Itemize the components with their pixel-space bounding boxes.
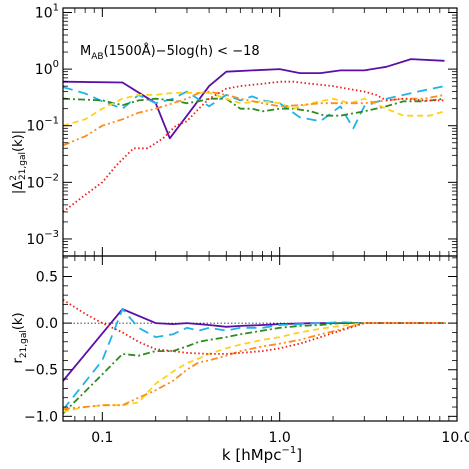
bottom-ylabel: r21,gal(k) xyxy=(11,312,29,363)
y-tick-label: 0.5 xyxy=(36,270,58,286)
x-tick-label: 1.0 xyxy=(269,430,291,446)
top-series-line-2 xyxy=(63,85,445,130)
top-series-line-5 xyxy=(63,90,445,147)
top-series-line-4 xyxy=(63,92,445,127)
x-axis-label: k [hMpc−1] xyxy=(222,445,302,464)
top-ylabel: |Δ221,gal(k)| xyxy=(9,130,28,194)
top-series-line-3 xyxy=(63,97,445,117)
y-tick-label: 101 xyxy=(35,2,59,21)
bottom-series-line-3 xyxy=(63,322,445,415)
x-tick-label: 0.1 xyxy=(91,430,113,446)
y-tick-label: 10−3 xyxy=(26,229,59,248)
bottom-panel: −1.0 −0.5 0.0 0.5 r21,gal(k) xyxy=(11,255,458,425)
y-tick-label: 10−2 xyxy=(26,172,59,191)
bottom-series-group xyxy=(63,299,457,415)
y-tick-label: −1.0 xyxy=(24,409,58,425)
bottom-axes: −1.0 −0.5 0.0 0.5 xyxy=(24,255,458,425)
y-tick-label: 100 xyxy=(35,59,59,78)
x-axis: 0.1 1.0 10.0 xyxy=(91,430,469,446)
bottom-frame xyxy=(62,255,458,422)
top-series-line-1 xyxy=(63,58,445,140)
top-series-group xyxy=(63,58,445,213)
top-panel: 10−3 10−2 10−1 100 101 MAB(1500Å)−5log(h) < … xyxy=(9,2,458,257)
bottom-series-line-4 xyxy=(63,322,445,413)
bottom-series-line-5 xyxy=(63,322,445,410)
y-tick-label: 10−1 xyxy=(26,116,59,135)
x-tick-label: 10.0 xyxy=(441,430,469,446)
y-tick-label: −0.5 xyxy=(24,363,58,379)
top-annotation: MAB(1500Å)−5log(h) < −18 xyxy=(80,43,260,62)
top-series-line-6 xyxy=(63,80,445,213)
y-tick-label: 0.0 xyxy=(36,316,58,332)
